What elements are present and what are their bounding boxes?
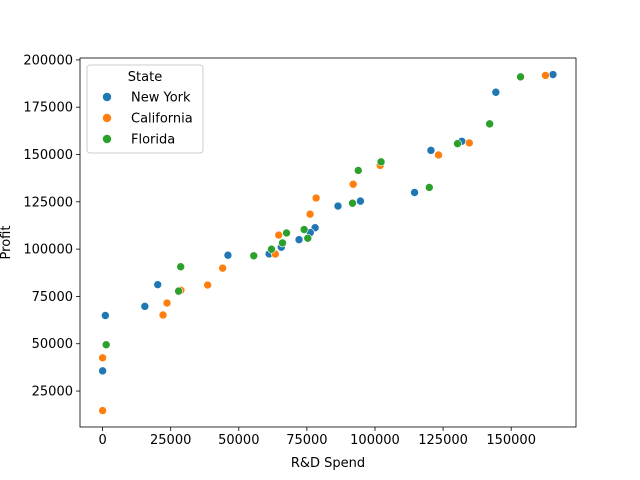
data-point	[303, 233, 313, 243]
legend-marker	[102, 92, 112, 102]
data-point	[426, 146, 436, 155]
x-tick-label: 150000	[486, 433, 536, 448]
data-point	[282, 228, 291, 238]
axes: 0 25000 50000 75000 100000 125000 150000 25000…	[0, 53, 577, 471]
data-point	[333, 201, 343, 211]
data-point	[353, 166, 363, 175]
legend-label: New York	[131, 91, 191, 106]
data-point	[425, 183, 434, 192]
y-tick-label: 200000	[23, 53, 73, 68]
y-tick-label: 175000	[23, 101, 73, 116]
y-axis-ticks: 25000 50000 75000 100000 125000 150000 175000 2…	[23, 53, 80, 400]
data-point	[101, 311, 110, 320]
data-point	[491, 87, 501, 97]
data-point	[98, 353, 107, 363]
data-point	[485, 119, 494, 129]
x-tick-label: 25000	[150, 433, 191, 448]
x-tick-label: 125000	[418, 433, 468, 448]
legend-marker	[102, 134, 112, 144]
data-point	[311, 193, 321, 203]
data-point	[223, 250, 233, 260]
data-point	[348, 179, 358, 189]
data-point	[98, 366, 107, 376]
data-point	[203, 280, 212, 290]
data-point	[267, 244, 276, 254]
data-point	[410, 188, 419, 197]
data-point	[153, 280, 163, 289]
data-point	[218, 263, 227, 273]
data-point	[516, 72, 525, 82]
data-point	[348, 198, 357, 208]
legend: State New York California Florida	[86, 64, 204, 154]
y-tick-label: 50000	[32, 337, 73, 352]
data-point	[176, 262, 185, 272]
x-axis-ticks: 0 25000 50000 75000 100000 125000 150000	[98, 427, 536, 448]
data-point	[274, 230, 284, 240]
data-point	[98, 406, 107, 415]
data-point	[464, 138, 474, 148]
data-point	[162, 298, 172, 308]
legend-box	[86, 64, 204, 154]
x-tick-label: 75000	[286, 433, 327, 448]
y-tick-label: 150000	[23, 148, 73, 163]
data-point	[356, 196, 365, 206]
data-point	[294, 235, 304, 244]
legend-label: Florida	[131, 133, 175, 148]
y-tick-label: 125000	[23, 195, 73, 210]
x-tick-label: 50000	[218, 433, 259, 448]
data-point	[101, 340, 111, 350]
data-point	[434, 150, 443, 160]
data-point	[541, 71, 550, 80]
x-tick-label: 100000	[350, 433, 400, 448]
x-tick-label: 0	[98, 433, 106, 448]
y-tick-label: 75000	[32, 290, 73, 305]
y-axis-label: Profit	[0, 226, 14, 260]
plot-frame	[79, 57, 577, 428]
legend-marker	[102, 113, 112, 123]
data-point	[140, 302, 150, 311]
data-point	[249, 251, 259, 261]
data-point	[278, 238, 287, 248]
y-tick-label: 100000	[23, 243, 73, 258]
data-point	[174, 286, 183, 296]
data-points	[98, 70, 558, 415]
legend-entries: New York California Florida	[102, 91, 193, 148]
data-point	[158, 310, 168, 320]
data-point	[299, 225, 309, 234]
legend-title: State	[128, 70, 162, 85]
data-point	[305, 209, 315, 219]
data-point	[453, 139, 462, 148]
y-tick-label: 25000	[32, 385, 73, 400]
data-point	[548, 70, 558, 79]
x-axis-label: R&D Spend	[291, 456, 365, 471]
legend-label: California	[131, 112, 193, 127]
data-point	[376, 157, 386, 167]
